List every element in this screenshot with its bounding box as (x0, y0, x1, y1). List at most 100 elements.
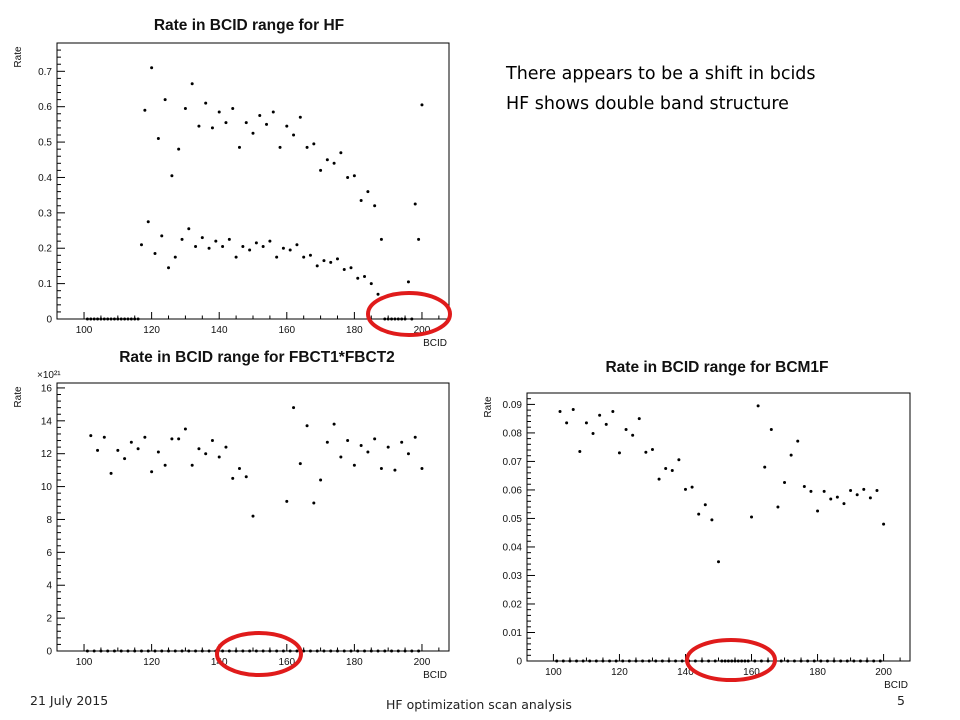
y-tick-label: 0.5 (38, 138, 52, 149)
data-point (346, 439, 350, 443)
data-point (177, 437, 181, 441)
data-point (305, 145, 309, 149)
data-point (85, 649, 89, 653)
data-point (224, 445, 228, 449)
data-point (631, 433, 635, 437)
data-point (123, 317, 127, 321)
data-point (123, 457, 127, 461)
data-point (802, 485, 806, 489)
data-point (295, 649, 299, 653)
data-point (325, 158, 329, 162)
data-point (89, 317, 93, 321)
data-point (224, 121, 228, 125)
data-point (862, 487, 866, 491)
data-point (383, 317, 387, 321)
data-point (244, 475, 248, 479)
data-point (308, 253, 312, 257)
data-point (575, 659, 579, 663)
footer-date: 21 July 2015 (30, 693, 109, 708)
highlight-ellipse-hf (366, 291, 452, 337)
data-point (783, 481, 787, 485)
data-point (779, 659, 783, 663)
data-point (806, 659, 810, 663)
x-tick-label: 100 (76, 657, 93, 668)
data-point (163, 463, 167, 467)
data-point (417, 237, 421, 241)
y-axis-label: Rate (483, 396, 494, 418)
data-point (325, 440, 329, 444)
data-point (786, 659, 790, 663)
data-point (119, 649, 123, 653)
data-point (89, 434, 93, 438)
data-point (393, 468, 397, 472)
data-point (822, 489, 826, 493)
data-point (604, 422, 608, 426)
data-point (812, 659, 816, 663)
data-point (373, 204, 377, 208)
y-tick-label: 0.07 (503, 457, 523, 468)
data-point (319, 478, 323, 482)
data-point (624, 427, 628, 431)
data-point (703, 503, 707, 507)
y-tick-label: 0.06 (503, 485, 523, 496)
data-point (315, 649, 319, 653)
data-point (647, 659, 651, 663)
data-point (302, 255, 306, 259)
data-point (621, 659, 625, 663)
data-point (396, 317, 400, 321)
plot-frame (526, 392, 911, 662)
data-point (322, 649, 326, 653)
data-point (322, 259, 326, 263)
data-point (133, 649, 137, 653)
data-point (308, 649, 312, 653)
data-point (339, 151, 343, 155)
data-point (112, 317, 116, 321)
data-point (265, 122, 269, 126)
y-tick-label: 6 (46, 548, 52, 559)
data-point (865, 659, 869, 663)
data-point (390, 649, 394, 653)
data-point (657, 477, 661, 481)
data-point (210, 439, 214, 443)
data-point (792, 659, 796, 663)
footer-page-number: 5 (897, 693, 905, 708)
data-point (163, 98, 167, 102)
data-point (312, 501, 316, 505)
highlight-ellipse-fbct (215, 631, 303, 677)
data-point (882, 522, 886, 526)
data-point (298, 115, 302, 119)
data-point (352, 463, 356, 467)
data-point (588, 659, 592, 663)
data-point (571, 408, 575, 412)
data-point (241, 244, 245, 248)
data-point (190, 463, 194, 467)
chart-title: Rate in BCID range for HF (154, 17, 344, 34)
data-point (349, 649, 353, 653)
data-point (634, 659, 638, 663)
data-point (356, 649, 360, 653)
data-point (759, 659, 763, 663)
data-point (736, 659, 740, 663)
data-point (637, 417, 641, 421)
x-tick-label: 200 (414, 657, 431, 668)
data-point (112, 649, 116, 653)
data-point (261, 649, 265, 653)
data-point (194, 649, 198, 653)
data-point (400, 440, 404, 444)
y-tick-label: 0.05 (503, 514, 523, 525)
data-point (875, 489, 879, 493)
data-point (312, 142, 316, 146)
data-point (406, 452, 410, 456)
data-point (868, 496, 872, 500)
data-point (146, 649, 150, 653)
data-point (156, 137, 160, 141)
data-point (187, 227, 191, 231)
data-point (697, 512, 701, 516)
data-point (608, 659, 612, 663)
data-point (410, 649, 414, 653)
data-point (177, 147, 181, 151)
data-point (342, 649, 346, 653)
data-point (674, 659, 678, 663)
data-point (356, 276, 360, 280)
